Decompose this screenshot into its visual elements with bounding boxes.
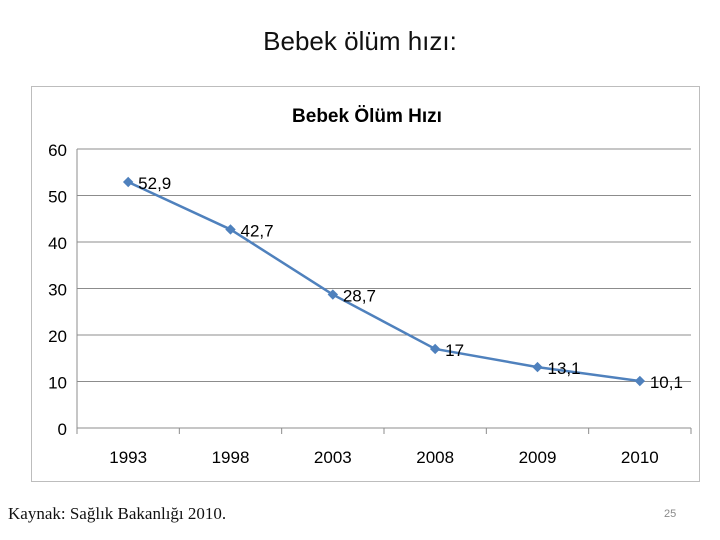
y-tick-label: 60 (48, 141, 67, 160)
y-tick-label: 30 (48, 281, 67, 300)
x-tick-label: 2009 (519, 448, 557, 467)
data-series: 52,9 42,7 28,7 17 13,1 10,1 (122, 174, 683, 392)
data-point-marker (327, 289, 339, 300)
line-chart: Bebek Ölüm Hızı 0 10 20 30 40 50 60 1993 1998 200… (48, 106, 692, 467)
data-point-marker (532, 361, 543, 373)
data-label: 10,1 (650, 373, 683, 392)
y-tick-label: 20 (48, 327, 67, 346)
data-point-marker (225, 224, 236, 235)
y-tick-label: 10 (48, 374, 67, 393)
axes: 0 10 20 30 40 50 60 1993 1998 2003 2008 2009 2010 (48, 141, 692, 467)
x-tick-label: 2008 (416, 448, 454, 467)
data-label: 17 (445, 341, 464, 360)
x-tick-label: 2010 (621, 448, 659, 467)
series-line (127, 180, 641, 383)
y-tick-label: 40 (48, 234, 67, 253)
chart-title: Bebek Ölüm Hızı (292, 106, 442, 127)
data-label: 52,9 (138, 174, 171, 193)
page-number: 25 (664, 508, 677, 520)
chart-container: Bebek Ölüm Hızı 0 10 20 30 40 50 60 1993 1998 200… (31, 86, 700, 482)
data-label: 42,7 (241, 221, 274, 240)
data-point-marker (429, 343, 441, 355)
y-tick-label: 50 (48, 188, 67, 207)
x-tick-label: 2003 (314, 448, 352, 467)
y-tick-label: 0 (58, 420, 67, 439)
x-tick-label: 1998 (212, 448, 250, 467)
source-note: Kaynak: Sağlık Bakanlığı 2010. (8, 504, 227, 523)
data-point-marker (122, 176, 134, 188)
gridlines (77, 148, 691, 382)
data-point-marker (634, 375, 646, 387)
slide-title: Bebek ölüm hızı: (263, 26, 457, 56)
data-label: 13,1 (548, 359, 581, 378)
x-tick-label: 1993 (109, 448, 147, 467)
data-label: 28,7 (343, 287, 376, 306)
